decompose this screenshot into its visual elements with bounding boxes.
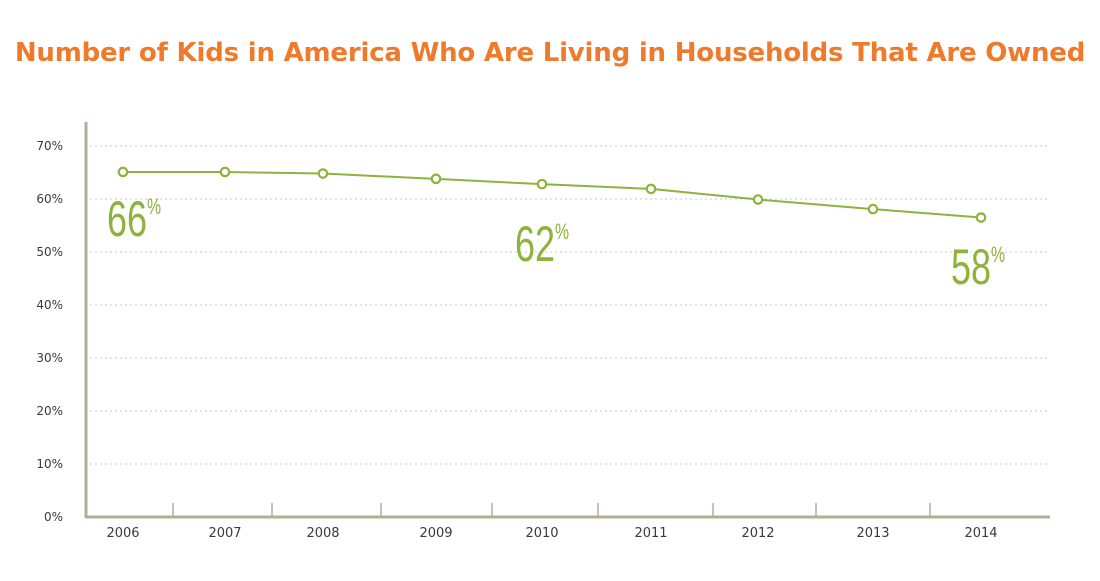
series-layer	[117, 166, 987, 223]
data-point	[219, 166, 231, 178]
x-tick-label: 2007	[208, 526, 241, 541]
x-tick-label: 2010	[525, 526, 558, 541]
data-point	[536, 178, 548, 190]
y-tick-label: 20%	[36, 404, 63, 418]
x-tick-label: 2006	[106, 526, 139, 541]
y-tick-label: 10%	[36, 457, 63, 471]
chart-title: Number of Kids in America Who Are Living…	[14, 38, 1086, 68]
data-point	[645, 183, 657, 195]
callout-unit: %	[991, 244, 1005, 268]
callout-label: 58%	[951, 240, 1005, 295]
data-point	[117, 166, 129, 178]
y-tick-label: 70%	[36, 139, 63, 153]
callout-label: 66%	[107, 192, 161, 247]
data-point	[867, 203, 879, 215]
data-point	[317, 168, 329, 179]
data-point	[430, 173, 442, 185]
y-tick-label: 30%	[36, 351, 63, 365]
callout-number: 58	[951, 240, 991, 295]
callout-unit: %	[555, 221, 569, 245]
data-point	[752, 194, 764, 205]
data-point	[975, 212, 987, 223]
x-tick-label: 2014	[964, 526, 997, 541]
y-tick-label: 50%	[36, 245, 63, 259]
annotations: 66%62%58%	[107, 192, 1005, 295]
x-tick-label: 2012	[741, 526, 774, 541]
callout-number: 62	[515, 217, 555, 272]
x-tick-label: 2009	[419, 526, 452, 541]
gridlines	[90, 145, 1050, 465]
x-tick-label: 2011	[634, 526, 667, 541]
x-tick-label: 2008	[306, 526, 339, 541]
y-tick-label: 60%	[36, 192, 63, 206]
x-axis-ticks: 2006 2007 2008 2009 2010 2011 2012 2013 2014	[106, 526, 997, 541]
callout-label: 62%	[515, 217, 569, 272]
y-tick-label: 0%	[44, 510, 63, 524]
y-axis-ticks: 0% 10% 20% 30% 40% 50% 60% 70%	[36, 139, 63, 524]
series-line	[123, 170, 982, 219]
y-tick-label: 40%	[36, 298, 63, 312]
callout-number: 66	[107, 192, 147, 247]
callout-unit: %	[147, 196, 161, 220]
x-tick-label: 2013	[856, 526, 889, 541]
axes	[84, 122, 1050, 519]
